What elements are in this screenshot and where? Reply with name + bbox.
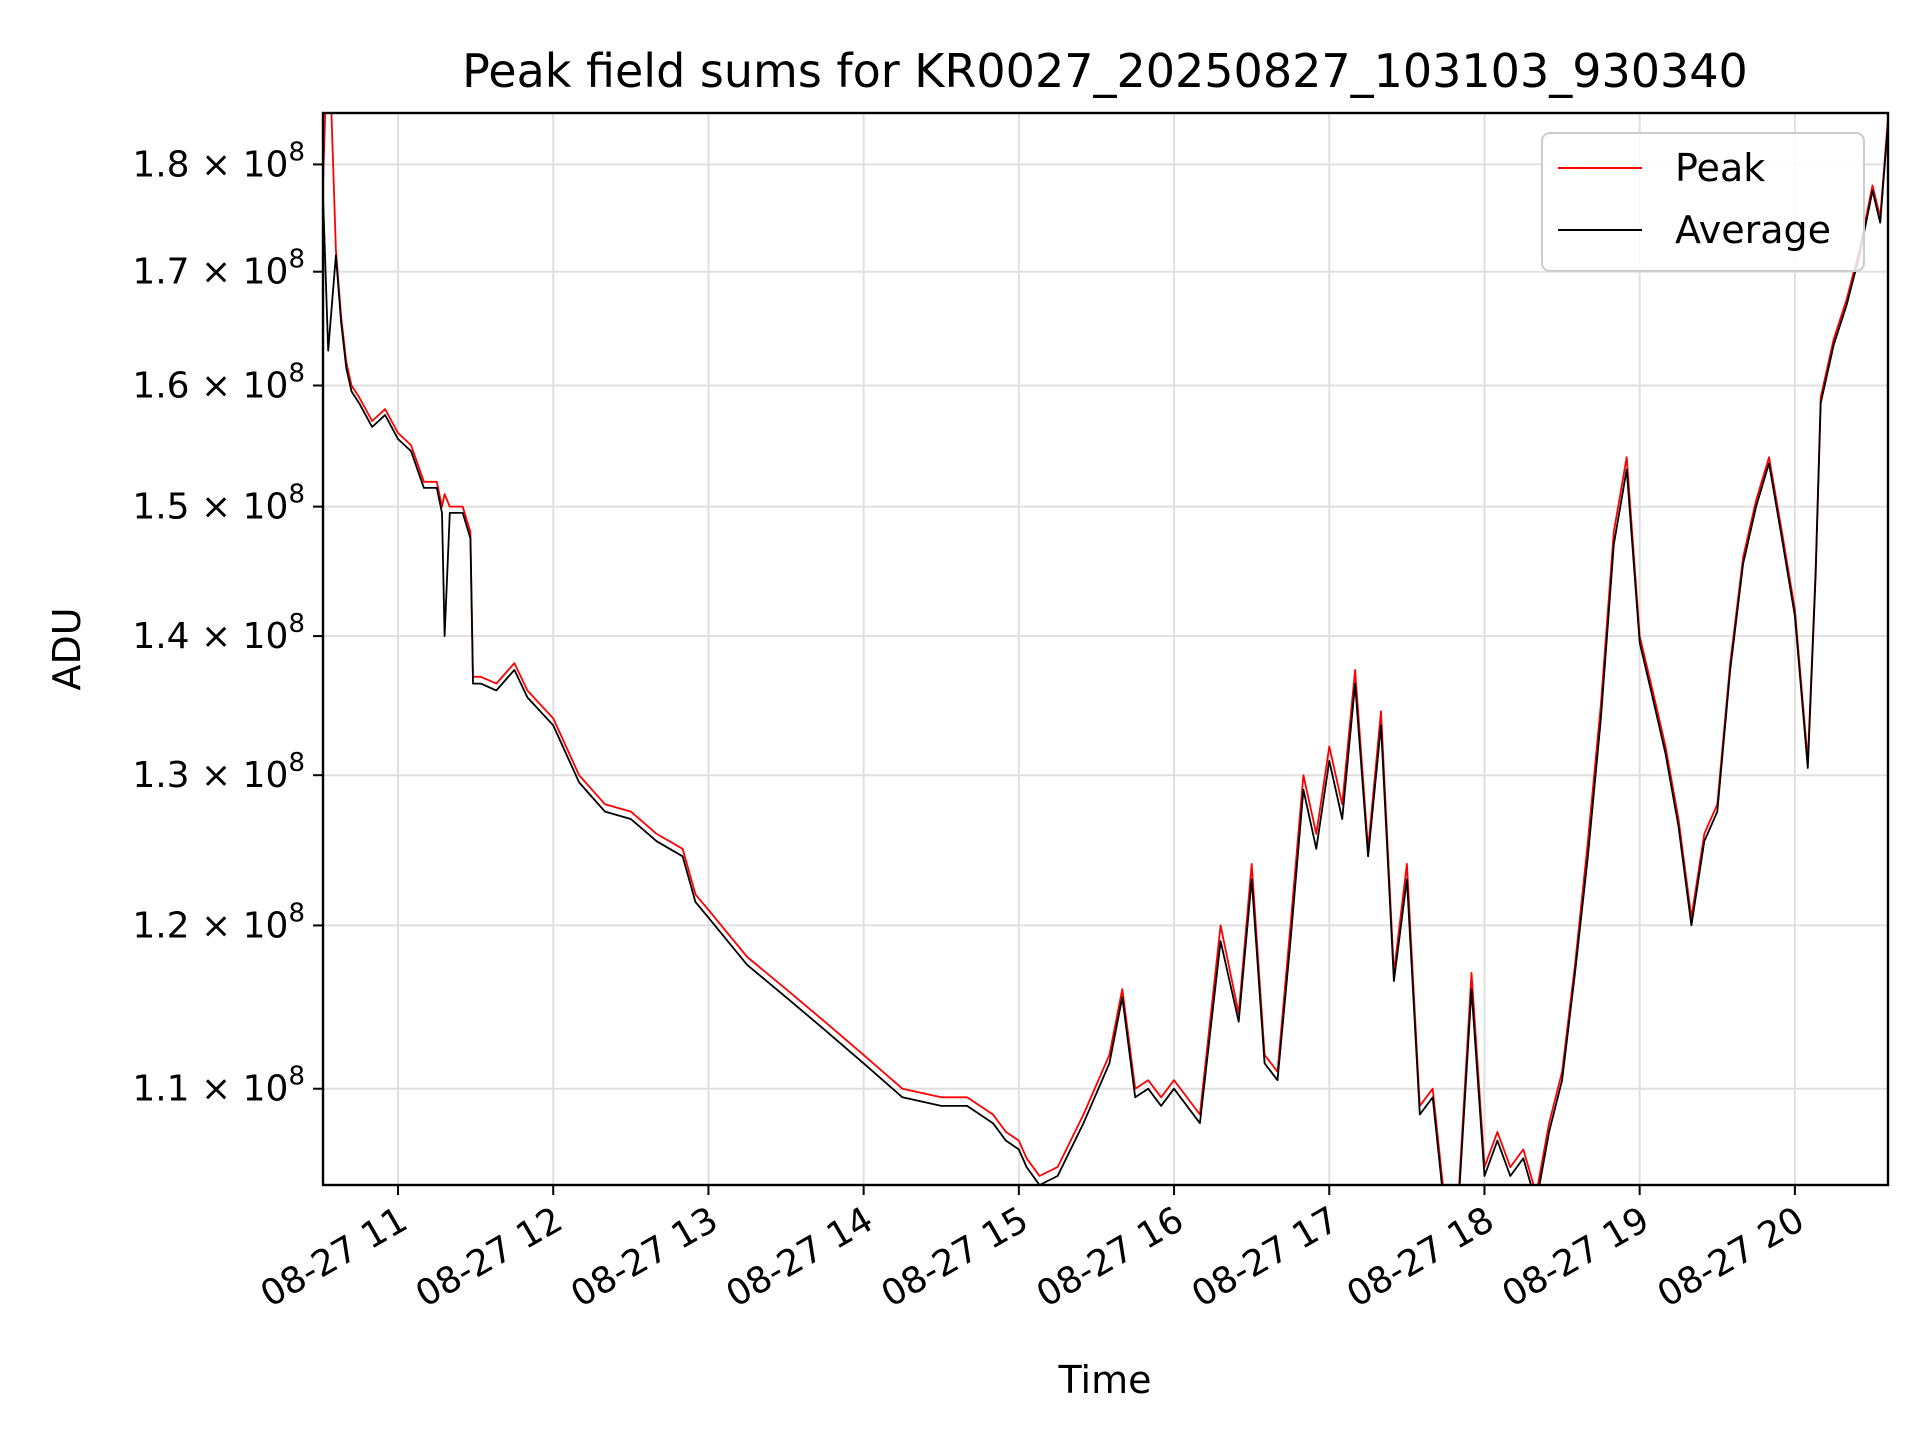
x-axis-label: Time: [1058, 1358, 1152, 1402]
y-axis-label: ADU: [45, 607, 89, 690]
y-tick-label: 1.8 × 108: [132, 137, 305, 185]
y-tick-label: 1.1 × 108: [132, 1062, 305, 1110]
grid: [323, 113, 1888, 1185]
plot-area: [323, 113, 1888, 1185]
y-axis: 1.1 × 108 1.2 × 108 1.3 × 108 1.4 × 108 1.5 …: [132, 137, 323, 1110]
y-tick-label: 1.3 × 108: [132, 748, 305, 796]
series-layer: [323, 113, 1888, 1185]
legend-peak-label: Peak: [1675, 146, 1765, 190]
chart-title: Peak field sums for KR0027_20250827_1031…: [462, 44, 1748, 98]
y-tick-label: 1.6 × 108: [132, 358, 305, 406]
legend: Peak Average: [1541, 132, 1865, 272]
series-line-average: [323, 123, 1888, 1185]
y-tick-label: 1.5 × 108: [132, 480, 305, 528]
plot-frame: [321, 111, 1890, 1187]
y-tick-label: 1.7 × 108: [132, 245, 305, 293]
legend-average-label: Average: [1675, 208, 1831, 252]
y-tick-label: 1.2 × 108: [132, 898, 305, 946]
y-tick-label: 1.4 × 108: [132, 609, 305, 657]
